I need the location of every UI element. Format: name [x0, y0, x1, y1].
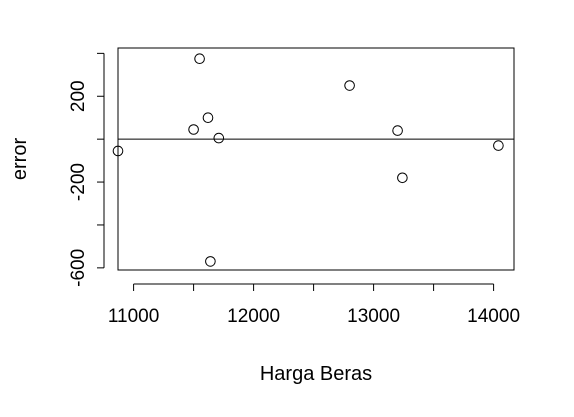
- y-tick-label: -600: [68, 249, 89, 287]
- x-axis-title: Harga Beras: [260, 363, 372, 385]
- x-tick-label: 14000: [467, 306, 520, 327]
- x-tick-label: 13000: [347, 306, 400, 327]
- data-point: [205, 256, 216, 267]
- data-point: [392, 125, 403, 136]
- x-tick-label: 11000: [108, 306, 159, 327]
- data-point: [194, 53, 205, 65]
- y-axis: -600 -200 200: [68, 52, 105, 287]
- y-tick-label: -200: [68, 163, 89, 201]
- data-point: [493, 140, 504, 151]
- plot-frame: [117, 47, 515, 271]
- x-axis: 11000 12000 13000 14000: [108, 283, 520, 327]
- data-point: [344, 80, 355, 91]
- x-tick-label: 12000: [227, 306, 280, 327]
- data-point: [397, 172, 408, 184]
- data-points: [112, 53, 504, 267]
- y-axis-title: error: [9, 138, 31, 181]
- data-point: [112, 145, 124, 157]
- data-point: [213, 132, 225, 144]
- y-tick-label: 200: [68, 80, 89, 112]
- data-point: [188, 124, 199, 135]
- data-point: [202, 112, 214, 124]
